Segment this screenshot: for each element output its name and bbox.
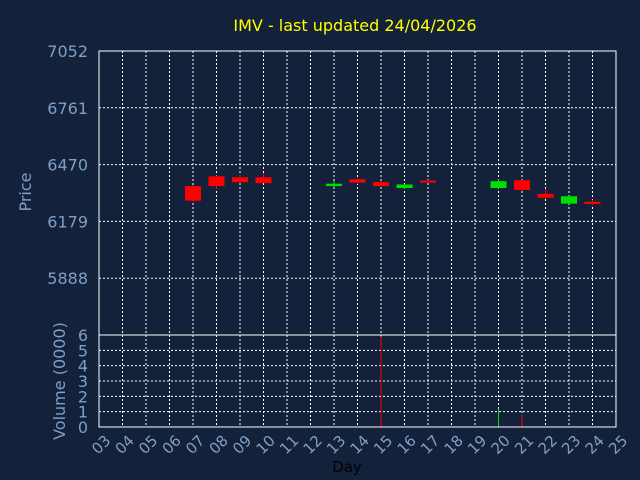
candle (514, 179, 530, 191)
candle-body (514, 180, 530, 190)
x-tick-label: 15 (370, 432, 396, 458)
x-tick-label: 20 (488, 432, 514, 458)
candle-body (396, 184, 413, 189)
x-tick-label: 08 (206, 432, 232, 458)
candle (255, 173, 272, 184)
x-tick-labels: 0304050607080910111213141516171819202122… (88, 432, 631, 458)
candle (232, 174, 248, 184)
x-tick-label: 25 (605, 432, 631, 458)
x-axis-label: Day (332, 458, 362, 476)
volume-bars (380, 336, 523, 427)
price-axis-label: Price (16, 172, 35, 211)
volume-tick-label: 3 (78, 372, 88, 391)
volume-tick-label: 0 (78, 418, 88, 437)
candle (420, 179, 436, 183)
vertical-gridlines (98, 51, 617, 427)
x-tick-label: 11 (276, 432, 302, 458)
candle-body (420, 180, 436, 183)
x-tick-label: 13 (323, 432, 349, 458)
candle (537, 188, 554, 199)
x-tick-label: 21 (511, 432, 537, 458)
x-tick-label: 23 (558, 432, 584, 458)
x-tick-label: 18 (441, 432, 467, 458)
x-tick-label: 10 (253, 432, 279, 458)
price-tick-label: 6470 (47, 156, 88, 175)
x-tick-label: 16 (394, 432, 420, 458)
candle (208, 175, 225, 189)
candle-body (326, 183, 342, 187)
price-tick-label: 7052 (47, 42, 88, 61)
x-tick-label: 14 (347, 432, 373, 458)
candle (561, 195, 577, 205)
x-tick-label: 04 (112, 432, 138, 458)
x-tick-label: 19 (464, 432, 490, 458)
candle-body (373, 182, 389, 187)
price-tick-label: 5888 (47, 269, 88, 288)
x-tick-label: 24 (582, 432, 608, 458)
candle-body (208, 176, 225, 187)
volume-tick-label: 2 (78, 387, 88, 406)
candles (185, 173, 601, 206)
volume-axis-label: Volume (0000) (50, 322, 69, 440)
candle (373, 181, 389, 187)
candle-body (584, 201, 601, 205)
candle-body (232, 177, 248, 183)
x-tick-label: 05 (135, 432, 161, 458)
candle-body (490, 181, 507, 189)
price-tick-label: 6761 (47, 99, 88, 118)
x-tick-label: 22 (535, 432, 561, 458)
x-tick-label: 09 (229, 432, 255, 458)
price-tick-labels: 7052 6761 6470 6179 5888 (47, 42, 88, 288)
candle-body (537, 193, 554, 198)
candle-body (561, 196, 577, 204)
volume-tick-label: 6 (78, 326, 88, 345)
chart-title: IMV - last updated 24/04/2026 (233, 16, 476, 35)
volume-tick-label: 4 (78, 357, 88, 376)
x-tick-label: 17 (417, 432, 443, 458)
candle (326, 181, 342, 188)
volume-tick-label: 5 (78, 341, 88, 360)
x-tick-label: 06 (159, 432, 185, 458)
candle (396, 183, 413, 189)
candle (185, 185, 201, 202)
candle (490, 179, 507, 189)
candle (349, 178, 366, 185)
x-tick-label: 12 (300, 432, 326, 458)
candle-body (255, 177, 272, 184)
price-tick-label: 6179 (47, 212, 88, 231)
candle-body (185, 186, 201, 201)
candle (584, 199, 601, 206)
x-tick-label: 03 (88, 432, 114, 458)
x-tick-label: 07 (182, 432, 208, 458)
candle-body (349, 179, 366, 183)
volume-tick-label: 1 (78, 403, 88, 422)
volume-panel-frame (98, 334, 617, 428)
